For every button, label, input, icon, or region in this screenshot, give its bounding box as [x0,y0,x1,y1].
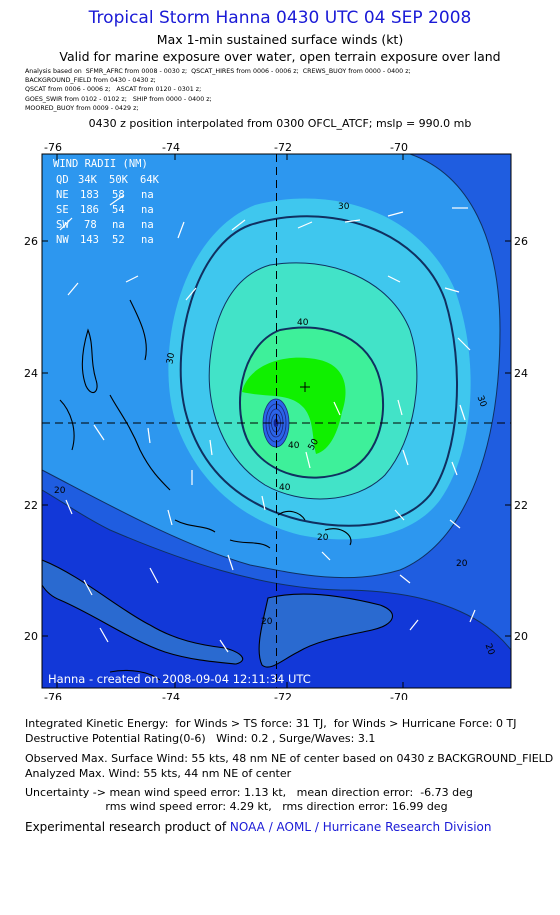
contour-label: 40 [279,483,291,493]
analysis-line: QSCAT from 0006 - 0006 z; ASCAT from 012… [25,86,202,94]
radii-cell: SE [56,204,69,216]
contour-label: 20 [261,617,273,627]
lon-tick-top: -72 [274,141,292,154]
lat-tick-right: 20 [514,630,528,643]
ike-line: Integrated Kinetic Energy: for Winds > T… [25,717,517,730]
lat-tick-left: 20 [24,630,38,643]
contour-label: 20 [456,559,468,569]
contour-30 [42,154,501,579]
radii-cell: 64K [140,174,160,186]
footer: Experimental research product of NOAA / … [25,820,491,834]
subtitle: Max 1-min sustained surface winds (kt) [156,32,404,47]
analysis-sources: Analysis based on SFMR_AFRC from 0008 - … [25,67,411,113]
radii-cell: na [141,189,154,201]
radii-cell: 34K [78,174,98,186]
contour-label: 20 [317,533,329,543]
wind-map: 30 30 30 40 40 40 50 20 20 20 20 20 WIND… [24,141,528,700]
radii-cell: 78 [84,219,97,231]
analysis-line: GOES_SWIR from 0102 - 0102 z; SHIP from … [25,95,212,103]
radii-cell: 143 [80,234,99,246]
radii-cell: QD [56,174,69,186]
lon-tick-top: -74 [162,141,180,154]
wind-radii-table: WIND RADII (NM) QD 34K 50K 64K NE 183 58… [53,158,160,246]
uncertainty-rms: rms wind speed error: 4.29 kt, rms direc… [25,800,448,813]
wind-radii-row: SW 78 na na [56,219,154,231]
radii-cell: 50K [109,174,129,186]
lat-tick-right: 22 [514,499,528,512]
uncertainty-mean: Uncertainty -> mean wind speed error: 1.… [25,786,473,799]
bahamas-chain [59,299,271,549]
lon-tick-top: -70 [390,141,408,154]
contour-label: 40 [288,441,300,451]
footer-prefix: Experimental research product of [25,820,230,834]
contour-label: 20 [54,486,66,496]
analysis-line: Analysis based on SFMR_AFRC from 0008 - … [25,68,411,75]
radii-cell: 183 [80,189,99,201]
lat-tick-right: 26 [514,235,528,248]
hispaniola-coast [258,593,393,668]
radii-cell: na [141,204,154,216]
field-55 [242,357,346,454]
wind-vectors [59,194,476,653]
radii-cell: 58 [112,189,125,201]
radii-cell: na [141,234,154,246]
contour-label: 30 [338,202,350,212]
andros-island [81,328,98,394]
contour-40 [208,262,418,500]
wind-radii-header: QD 34K 50K 64K [56,174,160,186]
contour-34kt [179,215,458,527]
validity-note: Valid for marine exposure over water, op… [59,49,501,64]
wind-radii-row: NW 143 52 na [56,234,154,246]
contour-label: 30 [475,394,488,408]
observed-max-wind: Observed Max. Surface Wind: 55 kts, 48 n… [25,752,554,765]
map-credit: Hanna - created on 2008-09-04 12:11:34 U… [48,672,311,686]
caicos-islands [277,510,352,546]
plot-frame [41,153,512,689]
lon-tick-bottom: -74 [162,691,180,700]
cuba-coast [42,559,244,665]
lat-tick-right: 24 [514,367,528,380]
position-note: 0430 z position interpolated from 0300 O… [88,117,472,130]
radii-cell: 186 [80,204,99,216]
footer-org-link[interactable]: NOAA / AOML / Hurricane Research Divisio… [229,820,492,834]
contour-lines [42,154,511,651]
contour-label: 30 [165,352,177,365]
land-outlines [42,299,393,681]
lat-tick-left: 24 [24,367,38,380]
analyzed-max-wind: Analyzed Max. Wind: 55 kts, 44 nm NE of … [25,767,292,780]
radii-cell: na [141,219,154,231]
contour-label: 20 [483,642,496,656]
analysis-line: MOORED_BUOY from 0009 - 0429 z; [25,104,139,112]
radii-cell: na [112,219,125,231]
lon-tick-bottom: -76 [44,691,62,700]
lon-tick-bottom: -70 [390,691,408,700]
radii-cell: 54 [112,204,125,216]
wind-radii-title: WIND RADII (NM) [53,158,148,170]
jamaica-coast [109,669,161,681]
axis-labels: -76 -74 -72 -70 -76 -74 -72 -70 26 24 22… [24,141,528,700]
radii-cell: NE [56,189,69,201]
max-wind-marker [300,382,310,392]
axis-ticks [42,154,511,688]
page-title: Tropical Storm Hanna 0430 UTC 04 SEP 200… [88,8,472,28]
dpr-line: Destructive Potential Rating(0-6) Wind: … [25,732,376,745]
lon-tick-bottom: -72 [274,691,292,700]
analysis-line: BACKGROUND_FIELD from 0430 - 0430 z; [25,77,156,85]
contour-50 [239,326,385,479]
contour-label: 40 [297,318,309,328]
lat-tick-left: 26 [24,235,38,248]
lon-tick-top: -76 [44,141,62,154]
wind-radii-row: NE 183 58 na [56,189,154,201]
wind-radii-row: SE 186 54 na [56,204,154,216]
contour-20 [42,489,511,651]
radii-cell: SW [56,219,69,231]
radii-cell: 52 [112,234,125,246]
lat-tick-left: 22 [24,499,38,512]
radii-cell: NW [56,234,69,246]
